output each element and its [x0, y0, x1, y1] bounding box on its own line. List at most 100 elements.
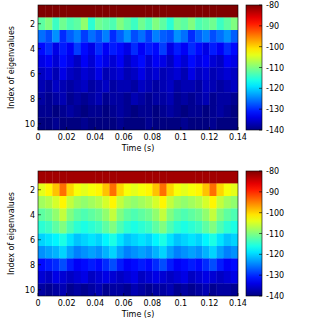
cell [117, 105, 124, 118]
cell [195, 234, 202, 247]
cell [181, 55, 188, 68]
cell [38, 284, 45, 297]
cell [95, 184, 102, 197]
cell [52, 271, 59, 284]
cell [45, 184, 52, 197]
cell [167, 118, 174, 131]
cell [231, 105, 238, 118]
cell [202, 271, 209, 284]
cell [159, 80, 166, 93]
cell [209, 221, 216, 234]
cell [181, 105, 188, 118]
cell [188, 196, 195, 209]
cell [195, 284, 202, 297]
cell [52, 68, 59, 81]
cell [81, 30, 88, 43]
cell [52, 55, 59, 68]
cell [124, 68, 131, 81]
cell [67, 259, 74, 272]
cell [131, 284, 138, 297]
x-tick [123, 127, 124, 130]
cell [95, 93, 102, 106]
cell [188, 271, 195, 284]
cell [181, 221, 188, 234]
colorbar-tick-label: -130 [266, 105, 284, 114]
cell [45, 196, 52, 209]
cell [59, 271, 66, 284]
colorbar-tick-label: -80 [266, 1, 279, 10]
cell [138, 43, 145, 56]
cell [38, 18, 45, 31]
x-tick-label: 0.06 [115, 299, 133, 308]
x-tick [180, 293, 181, 296]
cell [88, 284, 95, 297]
y-tick [38, 48, 41, 49]
cell [88, 118, 95, 131]
cell [167, 196, 174, 209]
cell [202, 68, 209, 81]
cell [45, 118, 52, 131]
cell [209, 80, 216, 93]
cell [202, 284, 209, 297]
cell [117, 118, 124, 131]
cell [209, 43, 216, 56]
y-tick-label: 4 [30, 45, 35, 54]
cell [102, 30, 109, 43]
cell [45, 68, 52, 81]
y-tick-label: 6 [30, 70, 35, 79]
cell [117, 246, 124, 259]
cell [45, 209, 52, 222]
cell [195, 30, 202, 43]
cell [202, 259, 209, 272]
cell [159, 30, 166, 43]
cell [181, 118, 188, 131]
cell [109, 196, 116, 209]
cell [217, 55, 224, 68]
cell [74, 5, 81, 18]
cell [124, 221, 131, 234]
cell [217, 284, 224, 297]
cell [67, 234, 74, 247]
cell [167, 43, 174, 56]
cell [174, 221, 181, 234]
x-tick-label: 0.14 [229, 299, 247, 308]
colorbar-tick-label: -140 [266, 126, 284, 135]
cell [209, 246, 216, 259]
cell [117, 196, 124, 209]
cell [67, 55, 74, 68]
cell [145, 284, 152, 297]
cell [88, 5, 95, 18]
x-tick [152, 293, 153, 296]
cell [195, 259, 202, 272]
cell [202, 184, 209, 197]
cell [138, 234, 145, 247]
x-tick-label: 0.12 [201, 299, 219, 308]
cell [167, 80, 174, 93]
cell [102, 93, 109, 106]
y-label: Index of eigenvalues [7, 26, 16, 109]
cell [181, 246, 188, 259]
cell [95, 30, 102, 43]
cell [74, 80, 81, 93]
cell [138, 68, 145, 81]
cell [74, 221, 81, 234]
cell [217, 18, 224, 31]
y-tick [38, 214, 41, 215]
cell [95, 284, 102, 297]
cell [74, 196, 81, 209]
cell [181, 43, 188, 56]
x-tick-label: 0.02 [58, 299, 76, 308]
cell [131, 221, 138, 234]
cell [131, 5, 138, 18]
cell [231, 246, 238, 259]
cell [145, 209, 152, 222]
cell [224, 118, 231, 131]
cell [202, 43, 209, 56]
cell [102, 118, 109, 131]
cell [224, 271, 231, 284]
cell [124, 196, 131, 209]
cell [167, 259, 174, 272]
cell [159, 18, 166, 31]
cell [38, 196, 45, 209]
cell [167, 246, 174, 259]
